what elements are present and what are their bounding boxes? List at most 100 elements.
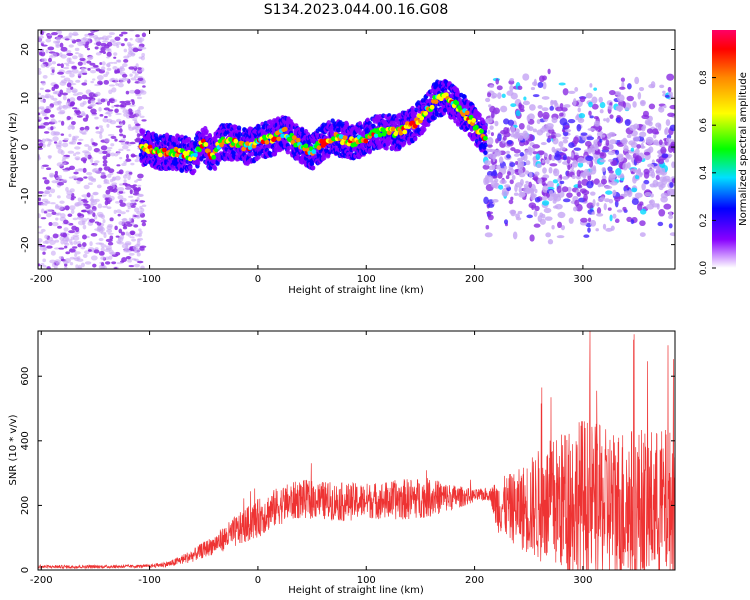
noise-blob [53,84,58,88]
noise-blob [133,248,141,254]
noise-blob [127,233,131,237]
noise-blob [500,130,507,135]
noise-blob [132,47,139,53]
noise-blob [51,32,58,36]
ridge-core [161,147,167,153]
noise-blob [136,238,141,243]
noise-blob [107,173,112,178]
noise-blob [77,201,84,206]
noise-blob [103,233,107,238]
noise-blob [484,174,489,181]
top-y-tick-label: 10 [20,92,31,105]
noise-blob [100,256,106,261]
noise-blob [671,161,675,169]
noise-blob [532,128,538,133]
noise-blob [556,185,562,194]
noise-blob [125,90,130,95]
noise-blob [657,123,662,131]
noise-blob [112,66,118,70]
noise-blob [114,36,121,41]
noise-blob [529,234,535,242]
noise-blob [511,174,516,181]
noise-blob [94,46,99,50]
noise-blob [129,141,136,145]
noise-blob [608,173,617,178]
noise-blob [541,96,550,100]
noise-blob [104,138,111,143]
noise-blob [81,94,88,100]
noise-blob [63,62,70,65]
noise-blob [66,115,71,120]
noise-blob [617,174,625,179]
noise-blob [138,228,142,232]
noise-blob [641,125,646,132]
noise-blob [102,155,108,161]
noise-blob [669,232,675,237]
noise-blob [645,120,652,125]
noise-blob [128,252,135,256]
noise-blob [64,242,70,246]
noise-blob [107,109,114,112]
noise-blob [135,129,139,134]
noise-blob [140,219,147,223]
noise-blob [117,82,124,88]
noise-blob [546,137,552,143]
noise-blob [568,90,576,95]
noise-blob [89,218,95,223]
noise-blob [600,178,608,185]
noise-blob [62,95,67,101]
noise-blob [572,98,577,107]
noise-blob [40,99,46,103]
noise-blob [566,192,573,198]
noise-blob [48,57,52,63]
noise-blob [102,159,108,165]
noise-blob [44,239,50,244]
noise-blob [107,133,115,137]
noise-blob [98,237,104,242]
noise-blob [558,82,566,86]
noise-blob [94,116,99,120]
noise-blob [81,194,89,198]
noise-blob [69,261,74,266]
noise-blob [100,266,105,269]
noise-blob [668,91,673,98]
noise-blob [75,52,79,55]
noise-blob [562,88,569,96]
noise-blob [591,211,596,215]
noise-blob [84,144,90,147]
noise-blob [82,150,89,154]
noise-blob [614,196,621,202]
noise-blob [490,110,495,119]
noise-blob [563,104,571,108]
noise-blob [71,69,79,74]
noise-blob [603,203,607,211]
noise-blob [49,259,56,264]
noise-blob [55,41,60,47]
top-y-tick-label: 20 [20,43,31,56]
noise-blob [489,153,496,159]
noise-blob [484,232,493,238]
noise-blob [584,140,592,147]
noise-blob [487,129,491,135]
noise-blob [63,219,69,225]
noise-blob [640,142,644,149]
noise-blob [518,172,526,178]
noise-blob [515,160,519,166]
ridge-core [429,104,435,110]
ridge-core [193,152,198,158]
noise-blob [105,153,111,158]
noise-blob [83,203,89,206]
noise-blob [110,143,115,147]
noise-blob [57,100,62,106]
noise-blob [494,120,499,127]
noise-blob [634,76,640,85]
noise-blob [59,89,64,95]
noise-blob [106,100,111,106]
noise-blob [125,256,131,260]
noise-blob [109,120,117,125]
noise-blob [487,203,495,208]
noise-blob [502,135,507,141]
noise-blob [547,239,554,245]
noise-blob [579,188,587,194]
noise-blob [525,180,529,184]
